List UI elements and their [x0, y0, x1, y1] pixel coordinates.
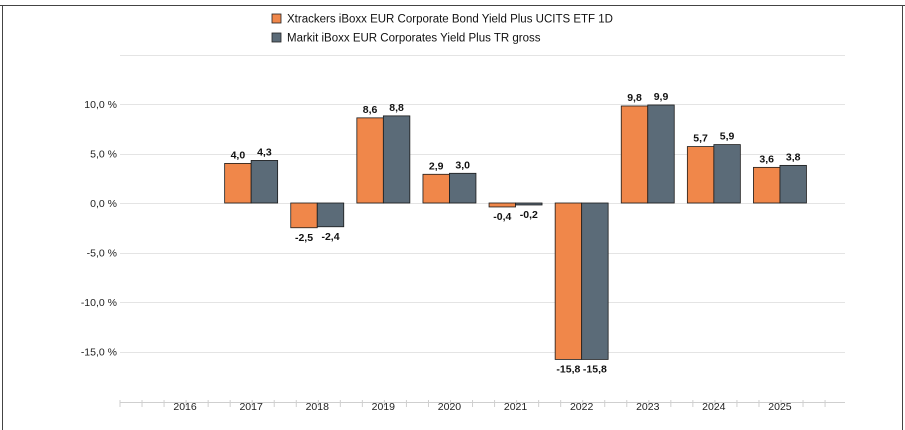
bar[interactable]	[290, 202, 318, 229]
bar-value-label: -15,8	[583, 363, 607, 375]
bar[interactable]	[422, 173, 450, 204]
bar-value-label: -15,8	[556, 363, 580, 375]
x-tick-label: 2025	[768, 401, 792, 413]
x-tick-label: 2020	[438, 401, 462, 413]
bar-value-label: 8,6	[363, 104, 378, 116]
bars	[224, 104, 807, 360]
legend-entry-etf[interactable]: Xtrackers iBoxx EUR Corporate Bond Yield…	[271, 13, 613, 26]
x-tick-label: 2018	[306, 401, 330, 413]
bar[interactable]	[753, 166, 781, 204]
legend-entry-index[interactable]: Markit iBoxx EUR Corporates Yield Plus T…	[271, 32, 541, 45]
bar[interactable]	[779, 164, 807, 204]
bar-value-label: -2,4	[321, 231, 339, 243]
bar[interactable]	[554, 202, 583, 360]
y-tick-label: 0,0 %	[90, 198, 117, 210]
y-tick-label: -5,0 %	[87, 248, 117, 260]
chart-legend: Xtrackers iBoxx EUR Corporate Bond Yield…	[271, 13, 613, 45]
bar[interactable]	[515, 202, 543, 206]
x-tick-label: 2024	[702, 401, 726, 413]
bar-value-label: 8,8	[389, 102, 404, 114]
bar-value-label: 3,8	[786, 151, 801, 163]
y-tick-label: -10,0 %	[81, 297, 117, 309]
x-tick-label: 2019	[372, 401, 396, 413]
x-tick-label: 2017	[239, 401, 263, 413]
bar-value-label: 9,9	[654, 91, 669, 103]
bar[interactable]	[224, 162, 252, 204]
bar[interactable]	[620, 105, 649, 204]
legend-label-index: Markit iBoxx EUR Corporates Yield Plus T…	[287, 33, 541, 45]
x-tick-label: 2023	[636, 401, 660, 413]
bar[interactable]	[382, 115, 411, 204]
bar[interactable]	[713, 144, 741, 204]
x-tick-label: 2016	[173, 401, 197, 413]
bar[interactable]	[356, 117, 384, 204]
bar-value-label: 2,9	[429, 160, 444, 172]
bar-value-label: 4,0	[231, 149, 246, 161]
bar-value-labels: 4,0 -2,5 8,6 2,9 -0,4 -15,8 9,8 5,7 3,6 4,3 -2,4 8,…	[231, 91, 801, 375]
x-tick-label: 2021	[504, 401, 528, 413]
bar-value-label: -0,4	[493, 211, 511, 223]
x-axis: 2016 2017 2018 2019 2020 2021 2022 2023 2024 2025	[119, 400, 845, 413]
bar-value-label: 9,8	[627, 92, 642, 104]
bar-value-label: -0,2	[520, 209, 538, 221]
bar-value-label: -2,5	[295, 232, 313, 244]
bar[interactable]	[488, 202, 516, 208]
bar-value-label: 3,6	[759, 153, 774, 165]
gridlines	[120, 55, 845, 353]
legend-swatch-index	[271, 32, 282, 43]
legend-swatch-etf	[271, 13, 282, 24]
y-tick-label: 10,0 %	[84, 99, 117, 111]
bar-value-label: 3,0	[455, 159, 470, 171]
legend-label-etf: Xtrackers iBoxx EUR Corporate Bond Yield…	[287, 14, 613, 26]
bar[interactable]	[581, 202, 609, 360]
y-tick-label: -15,0 %	[81, 347, 117, 359]
bar-value-label: 5,9	[720, 131, 735, 143]
bar[interactable]	[449, 172, 477, 204]
y-axis-labels: 10,0 % 5,0 % 0,0 % -5,0 % -10,0 % -15,0 %	[81, 99, 117, 359]
bar-value-label: 4,3	[257, 146, 272, 158]
bar[interactable]	[316, 202, 345, 228]
bar[interactable]	[250, 160, 279, 204]
bar[interactable]	[647, 104, 675, 204]
bar-value-label: 5,7	[693, 133, 708, 145]
bar[interactable]	[686, 146, 715, 204]
x-tick-label: 2022	[570, 401, 594, 413]
y-tick-label: 5,0 %	[90, 149, 117, 161]
